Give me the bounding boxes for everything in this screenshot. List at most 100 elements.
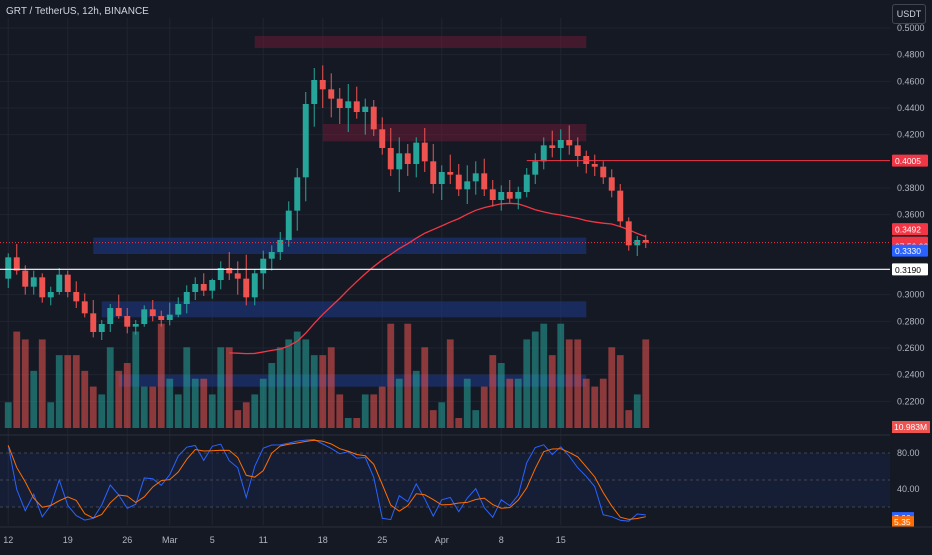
time-tick-label: Apr xyxy=(435,535,449,545)
candle-body xyxy=(107,308,114,324)
candle-body xyxy=(260,258,267,274)
volume-bar xyxy=(106,347,114,428)
volume-bar xyxy=(302,339,310,428)
candle-body xyxy=(379,129,386,148)
candle-body xyxy=(362,106,369,112)
price-tick-label: 0.4800 xyxy=(897,50,925,60)
candle-body xyxy=(13,257,20,271)
time-tick-label: 12 xyxy=(3,535,13,545)
candle-body xyxy=(141,309,148,324)
volume-bar xyxy=(599,378,607,428)
price-label: 0.3492 xyxy=(895,225,921,235)
candle-body xyxy=(430,161,437,184)
volume-bar xyxy=(582,378,590,428)
volume-bar xyxy=(565,339,573,428)
volume-bar xyxy=(21,339,29,428)
currency-button[interactable]: USDT xyxy=(892,4,926,24)
price-tick-label: 0.2800 xyxy=(897,316,925,326)
candle-body xyxy=(413,142,420,164)
candle-body xyxy=(73,292,80,302)
volume-bar xyxy=(157,323,165,428)
candle-body xyxy=(438,172,445,184)
candle-body xyxy=(22,270,29,287)
time-tick-label: 11 xyxy=(259,535,268,545)
volume-bar xyxy=(38,339,46,428)
candle-body xyxy=(566,140,573,146)
candle-body xyxy=(472,173,479,182)
candle-body xyxy=(498,192,505,200)
candle-body xyxy=(217,268,224,280)
candle-body xyxy=(557,140,564,148)
candle-body xyxy=(532,161,539,175)
volume-bar xyxy=(616,355,624,428)
volume-bar xyxy=(13,331,21,428)
candle-body xyxy=(591,164,598,167)
volume-bar xyxy=(336,394,344,428)
candle-body xyxy=(396,153,403,170)
stoch-k-line xyxy=(7,439,646,522)
volume-label-box xyxy=(892,421,930,433)
candle-body xyxy=(642,240,649,243)
volume-bar xyxy=(217,347,225,428)
volume-bar xyxy=(395,378,403,428)
price-label: 0.3190 xyxy=(895,265,921,275)
volume-bar xyxy=(140,386,148,428)
candle-body xyxy=(98,324,105,332)
stoch-d-line xyxy=(7,439,646,520)
volume-bar xyxy=(72,355,80,428)
oscillator-tick-label: 40.00 xyxy=(897,484,920,494)
volume-bar xyxy=(506,378,514,428)
candle-body xyxy=(515,192,522,199)
volume-bar xyxy=(64,355,72,428)
volume-bar xyxy=(55,355,63,428)
volume-bar xyxy=(497,363,505,428)
volume-bar xyxy=(455,418,463,428)
candle-body xyxy=(192,284,199,292)
candle-body xyxy=(328,89,335,99)
volume-bar xyxy=(633,394,641,428)
candle-body xyxy=(30,277,37,287)
candle-body xyxy=(600,166,607,178)
price-label: 0.3330 xyxy=(895,246,921,256)
price-label-box xyxy=(892,244,928,257)
volume-bar xyxy=(285,339,293,428)
volume-bar xyxy=(174,394,182,428)
price-label: 0.4005 xyxy=(895,156,921,166)
candle-body xyxy=(540,145,547,162)
volume-bar xyxy=(115,370,123,428)
candle-body xyxy=(549,145,556,148)
price-tick-label: 0.5000 xyxy=(897,23,925,33)
time-tick-label: 26 xyxy=(122,535,132,545)
candle-body xyxy=(583,156,590,164)
volume-bar xyxy=(166,378,174,428)
candle-body xyxy=(56,274,63,292)
volume-bar xyxy=(514,378,522,428)
support-zone xyxy=(101,301,587,318)
candle-body xyxy=(625,221,632,246)
volume-bar xyxy=(463,378,471,428)
time-tick-label: 8 xyxy=(499,535,504,545)
candle-body xyxy=(5,257,12,279)
candle-body xyxy=(523,174,530,192)
resistance-zone xyxy=(254,36,587,48)
volume-bar xyxy=(123,363,131,428)
volume-bar xyxy=(344,418,352,428)
candle-body xyxy=(574,145,581,156)
candle-body xyxy=(506,192,513,199)
price-label-box xyxy=(892,223,928,236)
price-label-box xyxy=(892,263,928,276)
volume-bar xyxy=(47,402,55,428)
support-zone xyxy=(93,237,587,254)
candle-body xyxy=(489,189,496,200)
price-tick-label: 0.3000 xyxy=(897,290,925,300)
price-tick-label: 0.4200 xyxy=(897,130,925,140)
volume-bar xyxy=(242,402,250,428)
candle-body xyxy=(158,316,165,320)
volume-bar xyxy=(268,363,276,428)
candle-body xyxy=(387,148,394,170)
volume-bar xyxy=(208,394,216,428)
volume-bar xyxy=(191,378,199,428)
